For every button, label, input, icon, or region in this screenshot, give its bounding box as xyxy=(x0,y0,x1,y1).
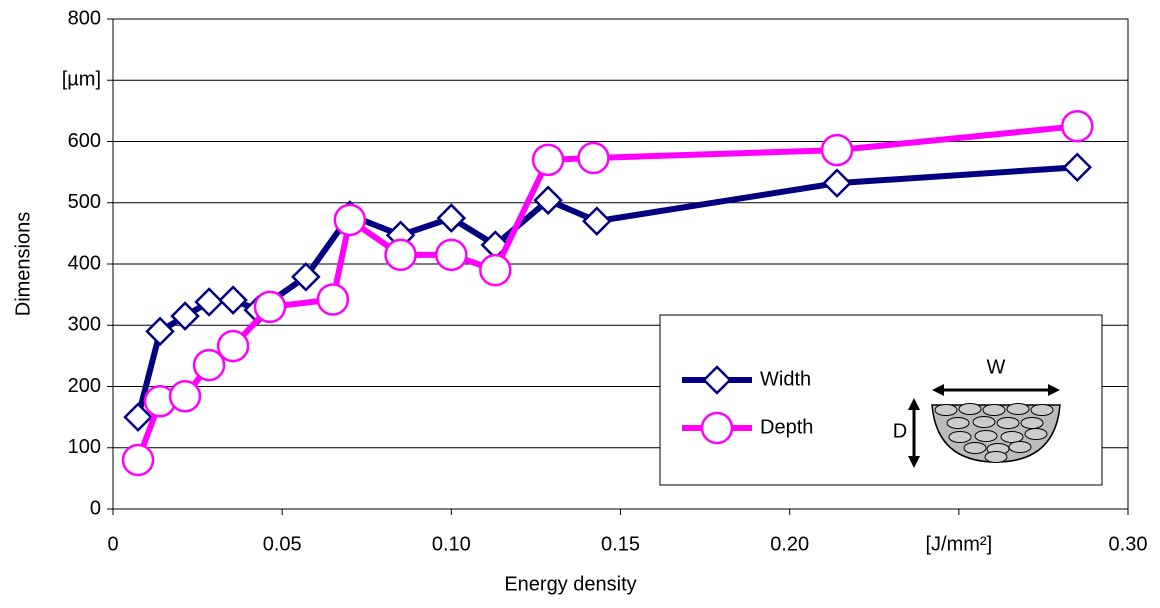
plot-border xyxy=(112,18,1129,510)
data-point xyxy=(145,316,175,347)
y-tick-label: 600 xyxy=(68,130,101,152)
legend-marker xyxy=(702,365,732,395)
grain xyxy=(948,431,972,443)
grain xyxy=(974,430,998,442)
grain xyxy=(946,417,970,429)
y-tick-label: 400 xyxy=(68,252,101,274)
legend-label: Depth xyxy=(760,416,813,438)
y-tick-label: 0 xyxy=(90,497,101,519)
data-point xyxy=(1061,109,1094,143)
x-tick-label: 0.15 xyxy=(601,533,640,555)
data-point xyxy=(316,283,350,316)
bead-illustration xyxy=(908,384,1061,468)
y-tick-label: 300 xyxy=(68,314,101,336)
data-point xyxy=(384,238,417,272)
data-point xyxy=(531,143,565,177)
y-tick-label: 200 xyxy=(68,375,101,397)
x-tick-label: 0.10 xyxy=(432,533,471,555)
x-tick-label: 0.05 xyxy=(263,533,302,555)
annotation: W xyxy=(987,356,1006,378)
data-point xyxy=(253,290,287,324)
grain xyxy=(1024,428,1048,440)
data-point xyxy=(216,329,250,363)
data-point xyxy=(582,206,612,236)
y-tick-label: 500 xyxy=(68,191,101,213)
data-point xyxy=(218,285,248,315)
data-point xyxy=(436,203,467,233)
grain xyxy=(982,404,1006,416)
grain xyxy=(963,442,987,454)
grain xyxy=(996,417,1020,429)
data-point xyxy=(194,287,224,317)
data-point xyxy=(333,203,367,237)
data-point xyxy=(168,380,202,413)
data-point xyxy=(291,262,321,292)
data-point xyxy=(820,133,854,167)
data-point xyxy=(577,141,610,175)
data-point xyxy=(479,253,512,287)
grain xyxy=(1020,417,1044,429)
grain xyxy=(972,416,996,428)
data-point xyxy=(192,348,226,382)
legend-marker xyxy=(700,411,734,445)
y-tick-label: [µm] xyxy=(62,69,101,91)
data-point xyxy=(435,238,468,272)
x-axis-label: Energy density xyxy=(504,573,636,595)
data-point xyxy=(533,185,563,216)
legend-label: Width xyxy=(760,368,811,390)
y-axis-label: Dimensions xyxy=(12,212,34,316)
grain xyxy=(1000,431,1024,443)
grain xyxy=(1008,441,1032,453)
y-tick-label: 100 xyxy=(68,436,101,458)
x-tick-label: 0.20 xyxy=(770,533,809,555)
x-tick-label: 0.30 xyxy=(1109,533,1148,555)
y-tick-label: 800 xyxy=(68,7,101,29)
data-point xyxy=(123,402,153,432)
data-point xyxy=(1062,152,1093,182)
x-tick-label: [J/mm²] xyxy=(926,533,993,555)
annotation: D xyxy=(893,420,907,442)
data-point xyxy=(822,168,852,198)
grain xyxy=(984,451,1008,463)
grain xyxy=(1006,403,1030,415)
data-point xyxy=(170,301,200,331)
grain xyxy=(1030,404,1054,416)
grain xyxy=(958,403,982,415)
data-point xyxy=(121,443,155,477)
grain xyxy=(934,404,958,416)
legend-box xyxy=(659,314,1103,486)
x-tick-label: 0 xyxy=(107,533,118,555)
